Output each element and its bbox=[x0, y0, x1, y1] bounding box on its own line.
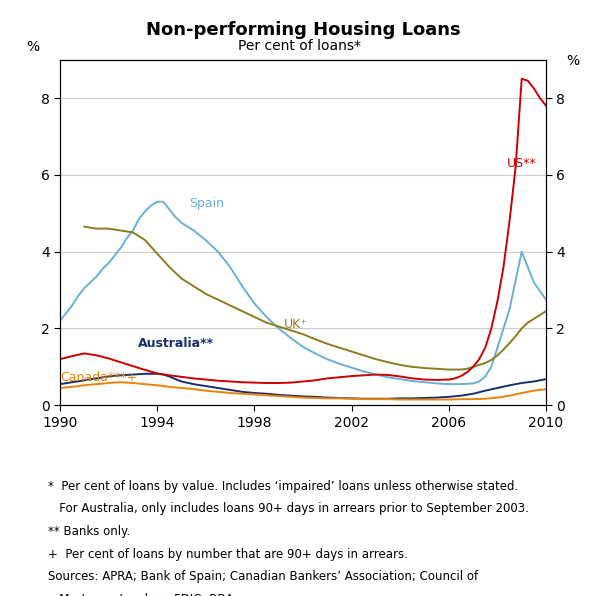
Y-axis label: %: % bbox=[566, 54, 579, 69]
Text: +  Per cent of loans by number that are 90+ days in arrears.: + Per cent of loans by number that are 9… bbox=[48, 548, 408, 561]
Text: Mortgage Lenders; FDIC; RBA: Mortgage Lenders; FDIC; RBA bbox=[48, 593, 233, 596]
Text: Sources: APRA; Bank of Spain; Canadian Bankers’ Association; Council of: Sources: APRA; Bank of Spain; Canadian B… bbox=[48, 570, 478, 583]
Text: Australia**: Australia** bbox=[138, 337, 214, 350]
Text: Spain: Spain bbox=[189, 197, 224, 210]
Text: For Australia, only includes loans 90+ days in arrears prior to September 2003.: For Australia, only includes loans 90+ d… bbox=[48, 502, 529, 516]
Text: UK⁺: UK⁺ bbox=[284, 318, 307, 331]
Text: Canada***+: Canada***+ bbox=[60, 371, 137, 384]
Text: US**: US** bbox=[507, 157, 537, 170]
Y-axis label: %: % bbox=[27, 41, 40, 54]
Text: Per cent of loans*: Per cent of loans* bbox=[239, 39, 361, 52]
Title: Non-performing Housing Loans: Non-performing Housing Loans bbox=[146, 21, 460, 39]
Text: *  Per cent of loans by value. Includes ‘impaired’ loans unless otherwise stated: * Per cent of loans by value. Includes ‘… bbox=[48, 480, 518, 493]
Text: ** Banks only.: ** Banks only. bbox=[48, 525, 130, 538]
